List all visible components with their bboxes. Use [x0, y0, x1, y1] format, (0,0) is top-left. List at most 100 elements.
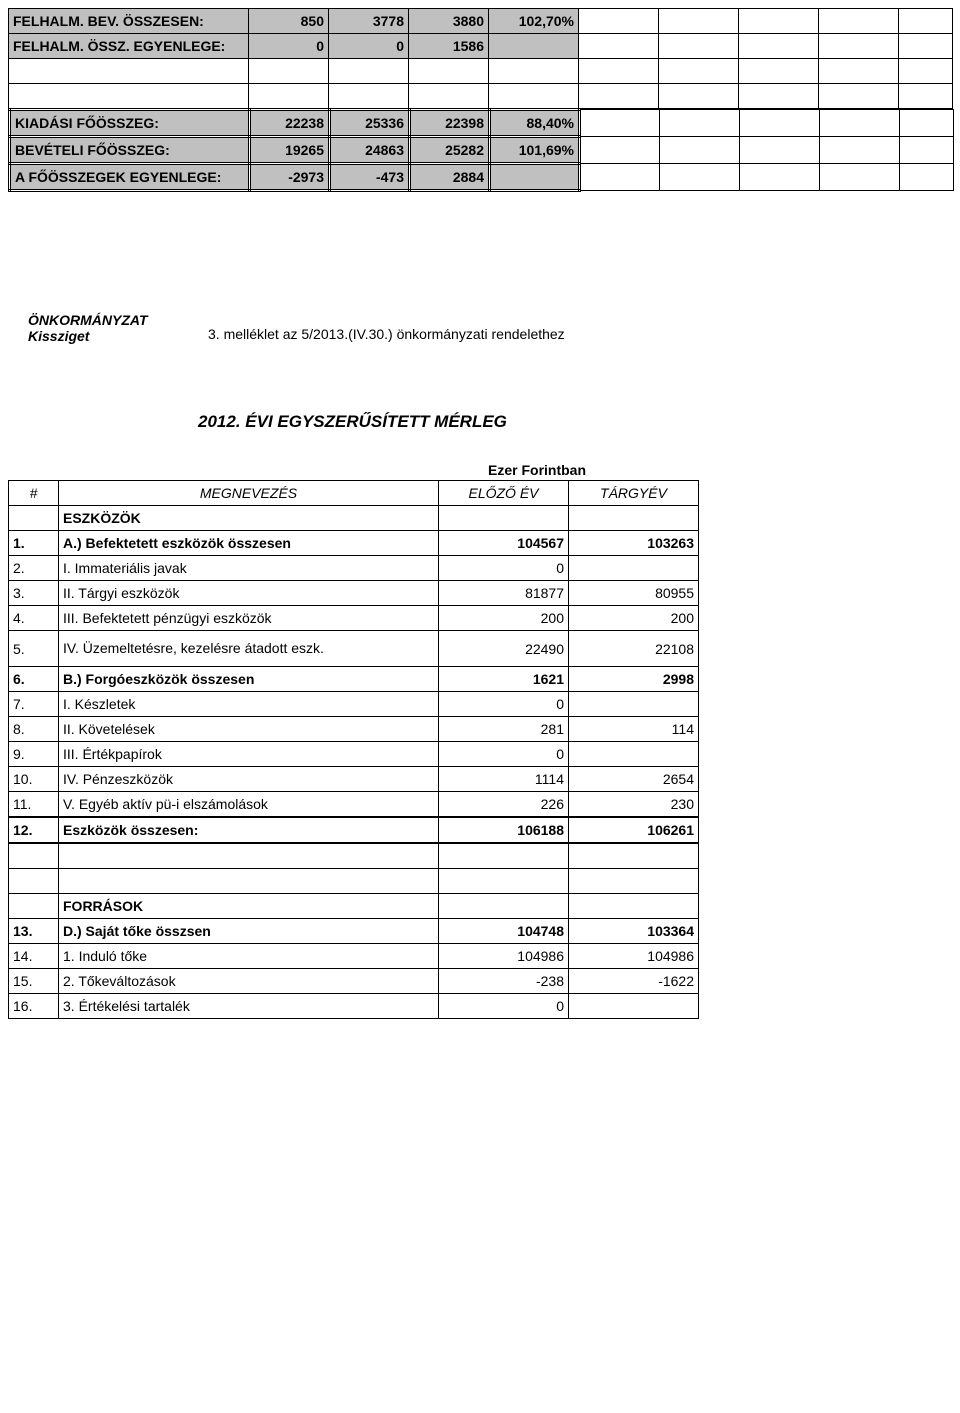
row-prev: 81877 [439, 581, 569, 606]
row-label: KIADÁSI FŐÖSSZEG: [10, 110, 250, 137]
row-value: 24863 [330, 137, 410, 164]
row-curr: 2654 [569, 767, 699, 792]
row-prev: 0 [439, 692, 569, 717]
row-label: IV. Üzemeltetésre, kezelésre átadott esz… [59, 631, 439, 667]
table-row: 5.IV. Üzemeltetésre, kezelésre átadott e… [9, 631, 699, 667]
row-value: 25282 [410, 137, 490, 164]
row-curr: 200 [569, 606, 699, 631]
eszk-total-label: Eszközök összesen: [59, 817, 439, 843]
row-value [820, 164, 900, 191]
table-row: 6.B.) Forgóeszközök összesen16212998 [9, 667, 699, 692]
table-row: 2.I. Immateriális javak0 [9, 556, 699, 581]
row-value: 850 [249, 9, 329, 34]
row-value [659, 9, 739, 34]
row-num: 15. [9, 969, 59, 994]
row-value [659, 34, 739, 59]
row-value [580, 164, 660, 191]
row-value [900, 164, 954, 191]
table-row: 11.V. Egyéb aktív pü-i elszámolások22623… [9, 792, 699, 818]
row-label: IV. Pénzeszközök [59, 767, 439, 792]
forr-heading-row: FORRÁSOK [9, 894, 699, 919]
row-value [739, 9, 819, 34]
row-value: 0 [329, 34, 409, 59]
row-prev: 104567 [439, 531, 569, 556]
row-value: 88,40% [490, 110, 580, 137]
row-prev: 200 [439, 606, 569, 631]
table-row: 13.D.) Saját tőke összsen104748103364 [9, 919, 699, 944]
row-curr: 103364 [569, 919, 699, 944]
row-label: 3. Értékelési tartalék [59, 994, 439, 1019]
row-value [660, 164, 740, 191]
row-label: V. Egyéb aktív pü-i elszámolások [59, 792, 439, 818]
row-prev: 22490 [439, 631, 569, 667]
row-num: 9. [9, 742, 59, 767]
row-value [489, 34, 579, 59]
row-prev: 0 [439, 742, 569, 767]
row-label: BEVÉTELI FŐÖSSZEG: [10, 137, 250, 164]
summary-row: A FŐÖSSZEGEK EGYENLEGE:-2973-4732884 [10, 164, 954, 191]
summary-row: FELHALM. ÖSSZ. EGYENLEGE:001586 [9, 34, 953, 59]
row-value [820, 137, 900, 164]
row-value: 25336 [330, 110, 410, 137]
row-value [820, 110, 900, 137]
mid-totals-table: KIADÁSI FŐÖSSZEG:22238253362239888,40%BE… [8, 108, 954, 192]
row-num: 11. [9, 792, 59, 818]
row-value: -473 [330, 164, 410, 191]
row-num: 10. [9, 767, 59, 792]
row-value [580, 110, 660, 137]
row-prev: 0 [439, 994, 569, 1019]
hdr-curr: TÁRGYÉV [569, 481, 699, 506]
row-curr: 103263 [569, 531, 699, 556]
row-label: A.) Befektetett eszközök összesen [59, 531, 439, 556]
row-prev: 1114 [439, 767, 569, 792]
section-title: 2012. ÉVI EGYSZERŰSÍTETT MÉRLEG [8, 412, 952, 432]
balance-table: # MEGNEVEZÉS ELŐZŐ ÉV TÁRGYÉV ESZKÖZÖK 1… [8, 480, 699, 1019]
row-value [579, 34, 659, 59]
row-label: FELHALM. BEV. ÖSSZESEN: [9, 9, 249, 34]
row-value: 0 [249, 34, 329, 59]
row-num: 8. [9, 717, 59, 742]
table-row: 9.III. Értékpapírok0 [9, 742, 699, 767]
row-value: 19265 [250, 137, 330, 164]
row-curr: 230 [569, 792, 699, 818]
row-label: A FŐÖSSZEGEK EGYENLEGE: [10, 164, 250, 191]
row-num: 5. [9, 631, 59, 667]
row-label: II. Követelések [59, 717, 439, 742]
row-prev: 1621 [439, 667, 569, 692]
row-label: 2. Tőkeváltozások [59, 969, 439, 994]
unit-label: Ezer Forintban [8, 462, 952, 478]
row-curr: 22108 [569, 631, 699, 667]
row-label: III. Befektetett pénzügyi eszközök [59, 606, 439, 631]
row-num: 2. [9, 556, 59, 581]
eszk-total-v1: 106188 [439, 817, 569, 843]
row-value [740, 110, 820, 137]
row-value: 1586 [409, 34, 489, 59]
table-row: 10.IV. Pénzeszközök11142654 [9, 767, 699, 792]
row-curr: 2998 [569, 667, 699, 692]
row-value [660, 110, 740, 137]
row-curr [569, 556, 699, 581]
table-row: 15.2. Tőkeváltozások-238-1622 [9, 969, 699, 994]
hdr-num: # [9, 481, 59, 506]
row-value: 22398 [410, 110, 490, 137]
eszk-heading-row: ESZKÖZÖK [9, 506, 699, 531]
row-value [740, 137, 820, 164]
row-value [899, 34, 953, 59]
row-value [579, 9, 659, 34]
table-row: 4.III. Befektetett pénzügyi eszközök2002… [9, 606, 699, 631]
row-value [899, 9, 953, 34]
table-row: 1.A.) Befektetett eszközök összesen10456… [9, 531, 699, 556]
row-curr [569, 742, 699, 767]
row-label: III. Értékpapírok [59, 742, 439, 767]
row-value: -2973 [250, 164, 330, 191]
table-row: 7.I. Készletek0 [9, 692, 699, 717]
summary-row: FELHALM. BEV. ÖSSZESEN:85037783880102,70… [9, 9, 953, 34]
row-value [660, 137, 740, 164]
table-row: 3.II. Tárgyi eszközök8187780955 [9, 581, 699, 606]
row-label: I. Készletek [59, 692, 439, 717]
forr-heading: FORRÁSOK [59, 894, 439, 919]
row-value [739, 34, 819, 59]
row-prev: 0 [439, 556, 569, 581]
row-num: 6. [9, 667, 59, 692]
row-prev: 226 [439, 792, 569, 818]
